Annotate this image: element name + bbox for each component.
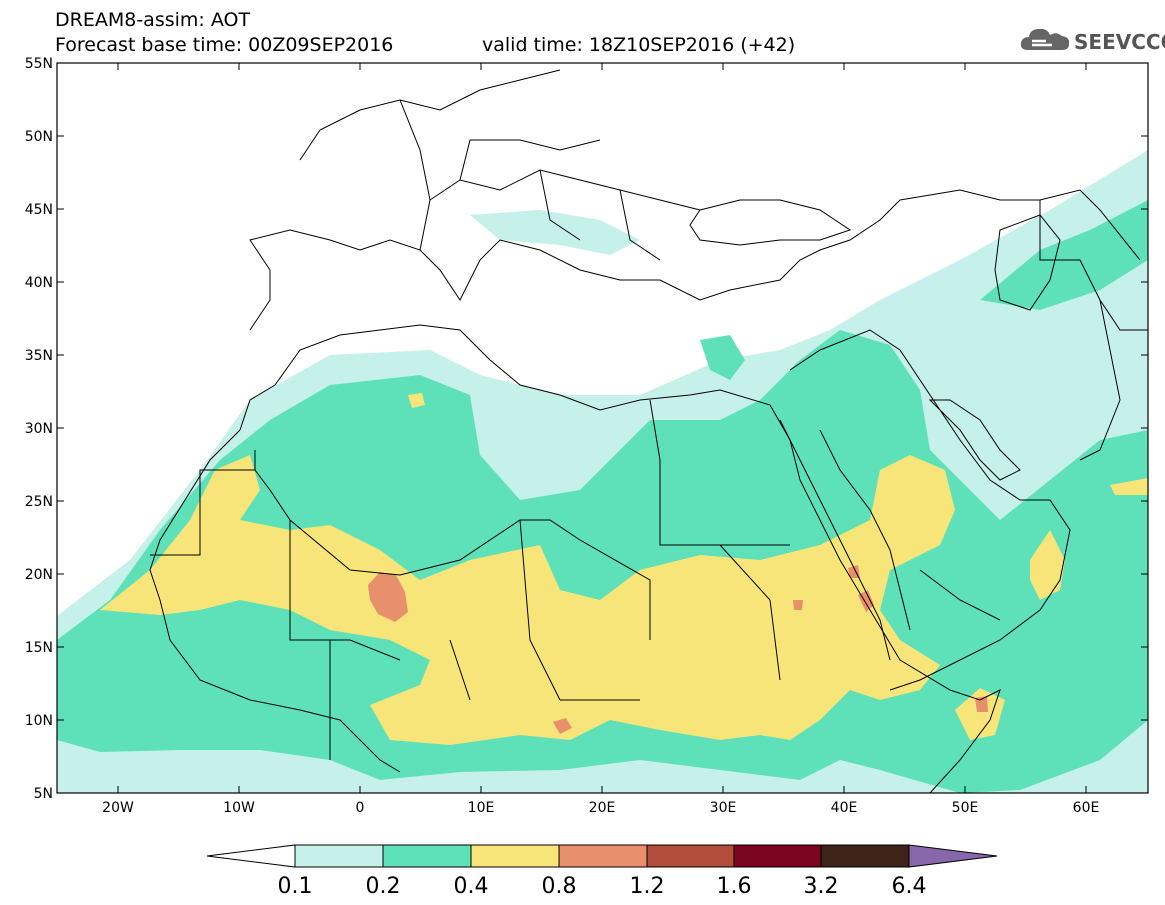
lon-axis: 20W 10W 0 10E 20E 30E 40E 50E 60E bbox=[102, 63, 1099, 816]
aot-fields bbox=[57, 150, 1148, 793]
lon-label: 20E bbox=[589, 800, 616, 816]
aot-band-0.8 bbox=[368, 572, 408, 622]
colorbar-swatch bbox=[294, 844, 384, 868]
logo-text: SEEVCCC bbox=[1074, 30, 1165, 54]
lon-label: 50E bbox=[952, 800, 979, 816]
lon-label: 60E bbox=[1073, 800, 1100, 816]
aot-band-0.4 bbox=[955, 688, 1005, 740]
aot-band-0.4 bbox=[1030, 530, 1065, 600]
lat-label: 35N bbox=[25, 348, 53, 364]
aot-band-0.8 bbox=[553, 718, 572, 734]
europe-coastline bbox=[249, 199, 901, 331]
lat-label: 55N bbox=[25, 56, 53, 72]
aot-band-0.4 bbox=[1110, 478, 1148, 495]
aot-band-0.2 bbox=[980, 200, 1148, 310]
lon-label: 10W bbox=[223, 800, 255, 816]
lat-label: 50N bbox=[25, 129, 53, 145]
lat-label: 5N bbox=[34, 786, 53, 802]
lat-axis: 55N 50N 45N 40N 35N 30N 25N 20N 15N 10N … bbox=[25, 56, 1148, 802]
country-borders bbox=[150, 399, 1001, 760]
colorbar-swatch bbox=[646, 844, 735, 868]
lat-label: 45N bbox=[25, 202, 53, 218]
lon-label: 0 bbox=[356, 800, 365, 816]
lat-label: 10N bbox=[25, 713, 53, 729]
lon-label: 10E bbox=[468, 800, 495, 816]
colorbar-label: 3.2 bbox=[804, 874, 839, 899]
colorbar-label: 1.6 bbox=[717, 874, 752, 899]
aot-band-0.2 bbox=[700, 335, 745, 380]
red-sea-coastline bbox=[779, 419, 911, 661]
colorbar-label: 6.4 bbox=[892, 874, 927, 899]
aot-band-0.4 bbox=[408, 393, 425, 408]
valid-time: valid time: 18Z10SEP2016 (+42) bbox=[482, 34, 796, 56]
central-asia-borders bbox=[899, 189, 1148, 461]
persian-gulf-coastline bbox=[928, 399, 1021, 481]
colorbar bbox=[206, 844, 998, 868]
africa-coastline bbox=[239, 324, 1001, 793]
africa-west-coastline bbox=[149, 429, 401, 773]
lat-label: 15N bbox=[25, 640, 53, 656]
colorbar-label: 1.2 bbox=[630, 874, 665, 899]
caspian-sea-coastline bbox=[994, 214, 1061, 311]
aot-band-0.4 bbox=[100, 455, 955, 745]
aot-band-0.1 bbox=[470, 210, 640, 255]
europe-north-coastline bbox=[299, 69, 561, 161]
colorbar-labels: 0.1 0.2 0.4 0.8 1.2 1.6 3.2 6.4 bbox=[278, 874, 927, 899]
lat-label: 25N bbox=[25, 494, 53, 510]
europe-borders bbox=[399, 99, 701, 261]
colorbar-label: 0.2 bbox=[366, 874, 401, 899]
colorbar-swatch bbox=[733, 844, 822, 868]
lat-label: 40N bbox=[25, 275, 53, 291]
seevccc-logo: SEEVCCC bbox=[1018, 22, 1165, 58]
colorbar-label: 0.8 bbox=[542, 874, 577, 899]
coastlines bbox=[149, 69, 1148, 793]
forecast-base-time: Forecast base time: 00Z09SEP2016 bbox=[55, 34, 394, 56]
colorbar-label: 0.4 bbox=[454, 874, 489, 899]
lat-label: 20N bbox=[25, 567, 53, 583]
black-sea-coastline bbox=[689, 199, 852, 246]
colorbar-under-arrow bbox=[206, 844, 296, 868]
lon-label: 30E bbox=[710, 800, 737, 816]
lon-label: 40E bbox=[831, 800, 858, 816]
aot-band-0.8 bbox=[975, 696, 988, 712]
arabia-coastline bbox=[789, 329, 1071, 691]
lat-label: 30N bbox=[25, 421, 53, 437]
colorbar-swatch bbox=[558, 844, 648, 868]
colorbar-label: 0.1 bbox=[278, 874, 313, 899]
colorbar-over-arrow bbox=[908, 844, 998, 868]
colorbar-swatch bbox=[820, 844, 910, 868]
cloud-icon bbox=[1020, 28, 1070, 50]
map-title: DREAM8-assim: AOT bbox=[55, 9, 251, 31]
colorbar-swatch bbox=[470, 844, 560, 868]
aot-band-0.8 bbox=[793, 600, 803, 610]
aot-band-0.8 bbox=[858, 590, 874, 612]
lon-label: 20W bbox=[102, 800, 134, 816]
colorbar-swatch bbox=[382, 844, 472, 868]
